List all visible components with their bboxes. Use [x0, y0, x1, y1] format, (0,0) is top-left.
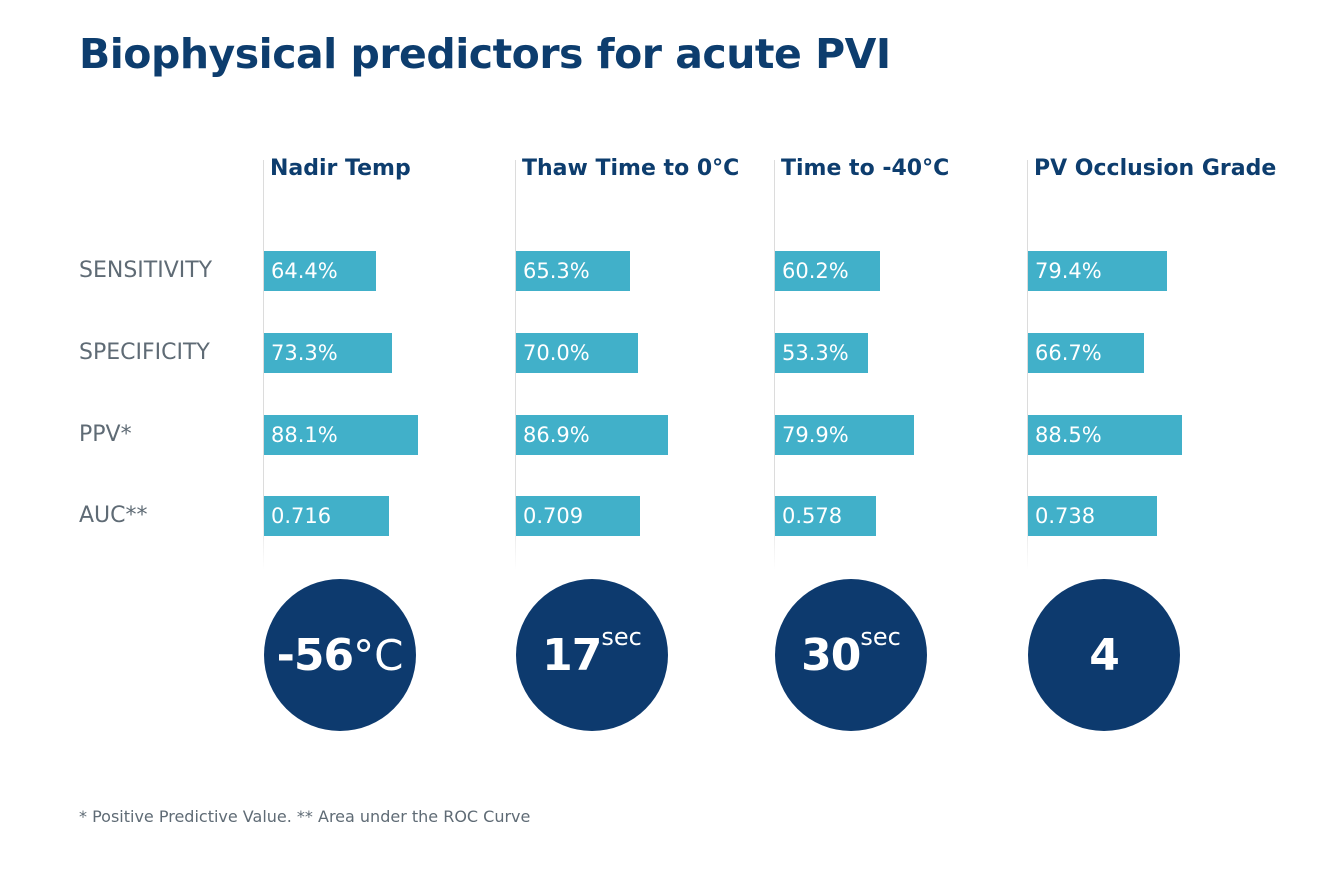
bar-label-nadir-temp-auc: 0.716: [271, 504, 332, 528]
highlight-unit: sec: [860, 623, 901, 651]
bar-time-to-40-c-specificity: [775, 333, 868, 373]
chart-title: Biophysical predictors for acute PVI: [79, 30, 891, 78]
bar-thaw-time-to-0-c-sensitivity: [516, 251, 630, 291]
row-label-specificity: SPECIFICITY: [79, 340, 210, 365]
bar-label-time-to-40-c-sensitivity: 60.2%: [782, 259, 849, 283]
bar-label-pv-occlusion-grade-auc: 0.738: [1035, 504, 1096, 528]
bar-label-pv-occlusion-grade-specificity: 66.7%: [1035, 341, 1102, 365]
bar-pv-occlusion-grade-auc: [1028, 496, 1157, 536]
highlight-circle-time-to-40-c: 30 sec: [775, 579, 927, 731]
bar-label-pv-occlusion-grade-sensitivity: 79.4%: [1035, 259, 1102, 283]
bar-nadir-temp-sensitivity: [264, 251, 376, 291]
bar-pv-occlusion-grade-ppv: [1028, 415, 1182, 455]
bar-thaw-time-to-0-c-auc: [516, 496, 640, 536]
bar-pv-occlusion-grade-specificity: [1028, 333, 1144, 373]
row-label-ppv: PPV*: [79, 422, 132, 447]
column-header-pv-occlusion-grade: PV Occlusion Grade: [1034, 156, 1277, 181]
column-divider: [774, 160, 775, 570]
column-header-nadir-temp: Nadir Temp: [270, 156, 411, 181]
column-divider: [263, 160, 264, 570]
highlight-value: -56: [276, 629, 354, 681]
bar-time-to-40-c-ppv: [775, 415, 914, 455]
bar-label-nadir-temp-sensitivity: 64.4%: [271, 259, 338, 283]
bar-label-thaw-time-to-0-c-ppv: 86.9%: [523, 423, 590, 447]
highlight-value: 30: [801, 629, 861, 681]
bar-label-time-to-40-c-auc: 0.578: [782, 504, 843, 528]
bar-label-thaw-time-to-0-c-specificity: 70.0%: [523, 341, 590, 365]
bar-thaw-time-to-0-c-specificity: [516, 333, 638, 373]
highlight-value: 17: [542, 629, 602, 681]
bar-label-nadir-temp-ppv: 88.1%: [271, 423, 338, 447]
highlight-circle-thaw-time-to-0-c: 17 sec: [516, 579, 668, 731]
bar-nadir-temp-specificity: [264, 333, 392, 373]
bar-label-thaw-time-to-0-c-auc: 0.709: [523, 504, 584, 528]
row-label-auc: AUC**: [79, 503, 148, 528]
bar-time-to-40-c-auc: [775, 496, 876, 536]
column-header-thaw-time-to-0-c: Thaw Time to 0°C: [522, 156, 740, 181]
bar-label-time-to-40-c-specificity: 53.3%: [782, 341, 849, 365]
bar-pv-occlusion-grade-sensitivity: [1028, 251, 1167, 291]
row-label-sensitivity: SENSITIVITY: [79, 258, 213, 283]
column-divider: [1027, 160, 1028, 570]
column-header-time-to-40-c: Time to -40°C: [781, 156, 950, 181]
bar-nadir-temp-auc: [264, 496, 389, 536]
bar-nadir-temp-ppv: [264, 415, 418, 455]
highlight-circle-nadir-temp: -56 °C: [264, 579, 416, 731]
column-divider: [515, 160, 516, 570]
bar-label-pv-occlusion-grade-ppv: 88.5%: [1035, 423, 1102, 447]
bar-label-thaw-time-to-0-c-sensitivity: 65.3%: [523, 259, 590, 283]
highlight-unit: °C: [353, 630, 404, 680]
highlight-value: 4: [1089, 629, 1120, 681]
footnote: * Positive Predictive Value. ** Area und…: [79, 807, 531, 826]
highlight-circle-pv-occlusion-grade: 4: [1028, 579, 1180, 731]
bar-time-to-40-c-sensitivity: [775, 251, 880, 291]
bar-label-time-to-40-c-ppv: 79.9%: [782, 423, 849, 447]
highlight-unit: sec: [601, 623, 642, 651]
bar-label-nadir-temp-specificity: 73.3%: [271, 341, 338, 365]
bar-thaw-time-to-0-c-ppv: [516, 415, 668, 455]
